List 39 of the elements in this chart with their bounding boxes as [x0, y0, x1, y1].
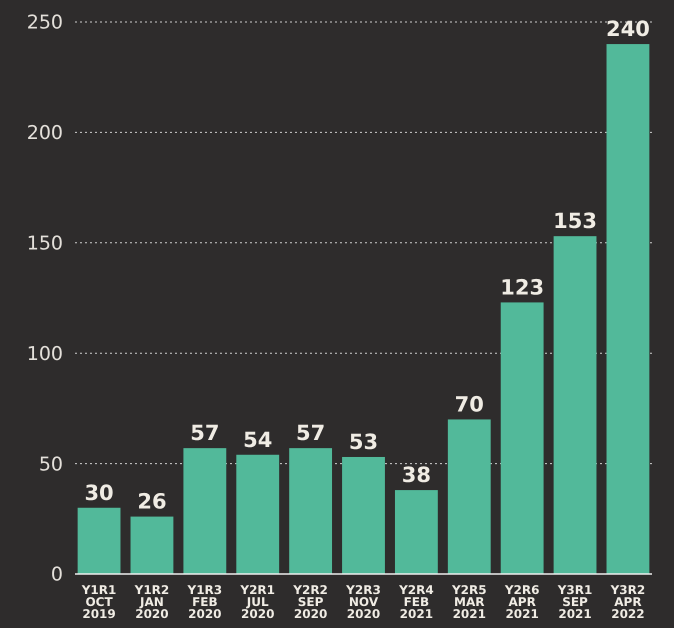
y-tick-label: 200	[26, 122, 63, 144]
data-label: 54	[243, 428, 272, 452]
x-tick-label: Y2R3 NOV 2020	[345, 583, 381, 621]
x-tick-label: Y3R1 SEP 2021	[556, 583, 592, 621]
data-label: 57	[296, 421, 326, 446]
data-label: 26	[137, 490, 167, 514]
data-label: 240	[606, 17, 650, 42]
bar	[500, 302, 544, 574]
data-label: 153	[553, 209, 597, 234]
y-tick-label: 0	[50, 564, 63, 586]
data-label: 53	[348, 430, 378, 454]
bar	[342, 456, 385, 574]
y-tick-label: 250	[26, 12, 63, 34]
data-label: 57	[190, 421, 220, 446]
x-tick-label: Y2R6 APR 2021	[504, 583, 540, 621]
x-tick-label: Y2R4 FEB 2021	[398, 583, 434, 621]
x-tick-label: Y1R2 JAN 2020	[134, 583, 170, 621]
bar	[236, 454, 280, 574]
data-label: 123	[500, 275, 544, 300]
x-tick-label: Y2R2 SEP 2020	[292, 583, 328, 621]
x-tick-label: Y3R2 APR 2022	[610, 583, 646, 621]
y-tick-label: 100	[26, 342, 63, 365]
bar	[183, 448, 226, 574]
y-tick-label: 150	[26, 232, 63, 254]
bar	[130, 516, 174, 574]
x-tick-label: Y1R1 OCT 2019	[80, 583, 116, 621]
bar	[394, 490, 438, 574]
bar	[554, 236, 596, 574]
x-tick-label: Y2R5 MAR 2021	[450, 583, 487, 621]
bar	[606, 44, 650, 574]
bar	[78, 508, 120, 574]
data-label: 30	[84, 480, 114, 505]
data-label: 38	[402, 463, 432, 488]
bar	[289, 448, 332, 574]
y-tick-label: 50	[38, 453, 63, 476]
bar	[448, 419, 491, 574]
x-tick-label: Y1R3 FEB 2020	[186, 583, 222, 621]
x-tick-label: Y2R1 JUL 2020	[239, 583, 276, 621]
data-label: 70	[454, 392, 484, 416]
